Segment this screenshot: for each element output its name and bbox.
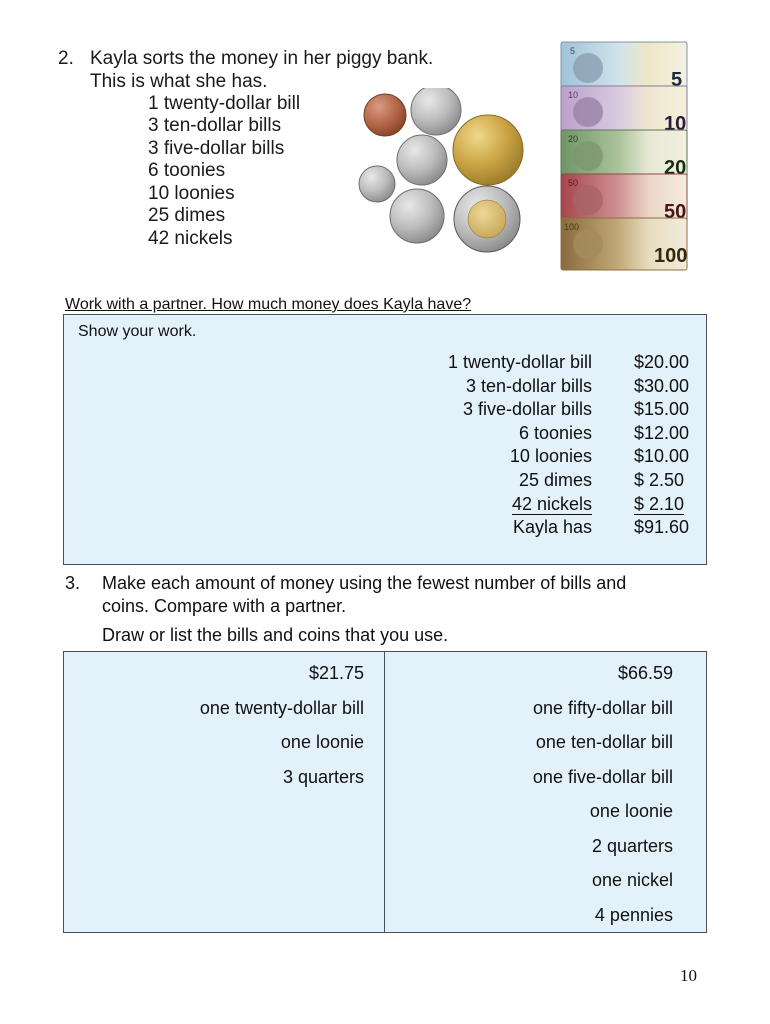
svg-text:10: 10 [568,90,578,100]
svg-text:100: 100 [564,222,579,232]
svg-text:20: 20 [568,134,578,144]
svg-text:50: 50 [568,178,578,188]
svg-text:5: 5 [570,46,575,56]
svg-text:100: 100 [654,245,687,267]
